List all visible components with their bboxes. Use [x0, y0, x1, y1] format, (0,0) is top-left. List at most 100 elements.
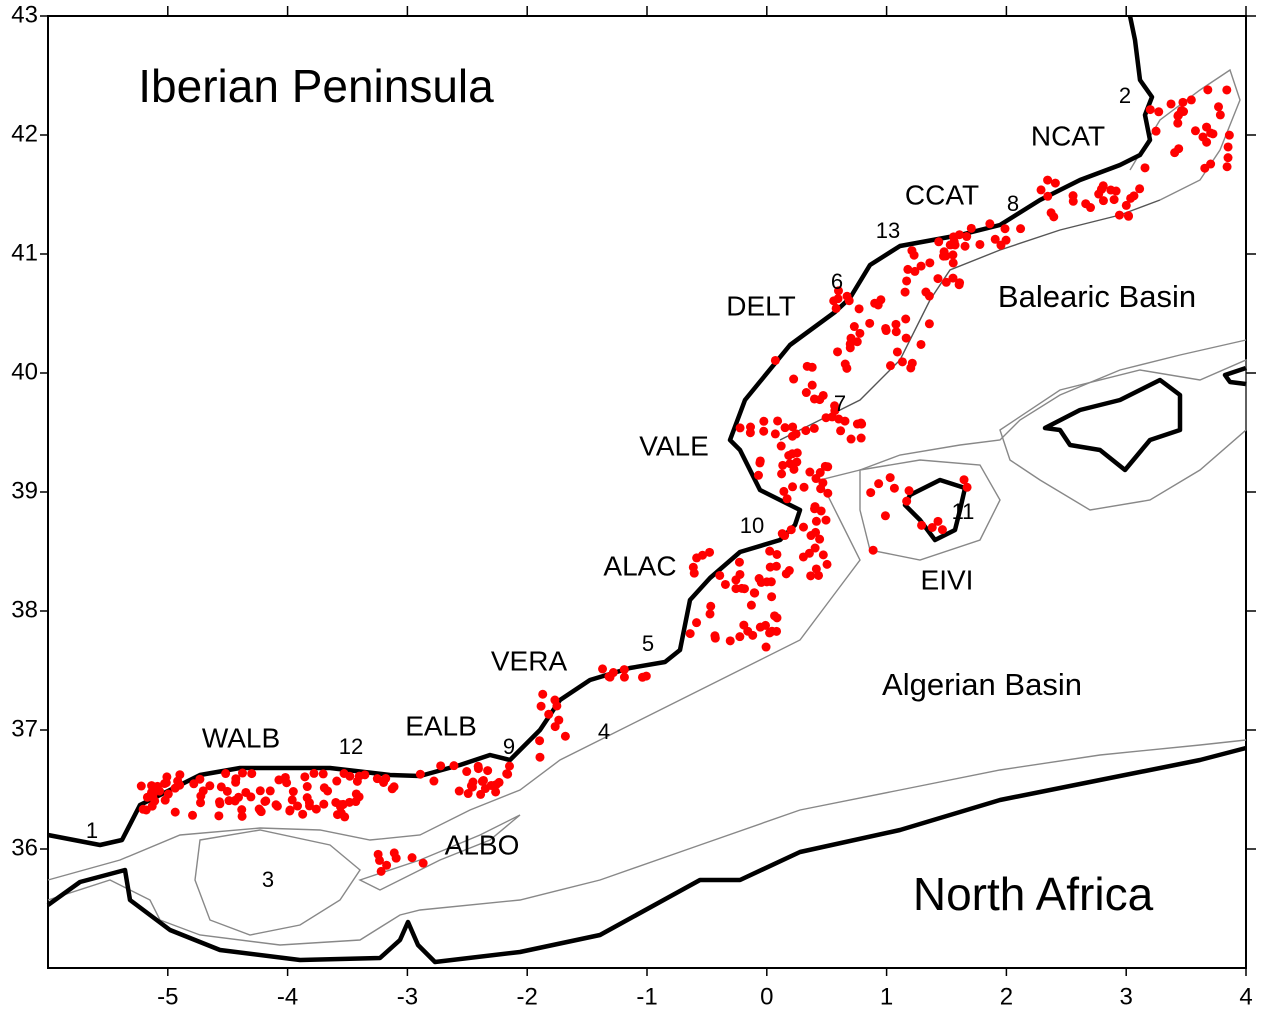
- station-dot: [792, 448, 802, 458]
- station-number: 4: [598, 719, 610, 744]
- station-dot: [810, 502, 820, 512]
- station-dot: [1016, 224, 1026, 234]
- station-dot: [215, 799, 225, 809]
- station-dot: [454, 786, 464, 796]
- station-dot: [948, 250, 958, 260]
- station-dot: [1154, 107, 1164, 117]
- station-dot: [852, 337, 862, 347]
- x-tick-label: 4: [1239, 983, 1252, 1010]
- station-dot: [637, 672, 647, 682]
- station-dot: [1223, 153, 1233, 163]
- station-dot: [241, 787, 251, 797]
- station-dot: [265, 786, 275, 796]
- station-dot: [818, 390, 828, 400]
- station-number: 10: [740, 513, 764, 538]
- station-dot: [772, 626, 782, 636]
- station-dot: [720, 579, 730, 589]
- station-dot: [892, 347, 902, 357]
- station-dot: [889, 483, 899, 493]
- station-dot: [256, 806, 266, 816]
- station-dot: [1215, 110, 1225, 120]
- station-dot: [247, 769, 257, 779]
- station-dot: [891, 319, 901, 329]
- station-dot: [374, 855, 384, 865]
- station-dot: [924, 319, 934, 329]
- station-dot: [801, 426, 811, 436]
- station-dot: [855, 328, 865, 338]
- station-dot: [772, 549, 782, 559]
- station-dot: [503, 769, 513, 779]
- station-dot: [147, 801, 157, 811]
- station-dot: [756, 577, 766, 587]
- station-dot: [788, 422, 798, 432]
- zone-label: EALB: [405, 710, 477, 741]
- y-tick-label: 43: [11, 1, 38, 28]
- station-dot: [336, 808, 346, 818]
- zone-label: VALE: [639, 430, 709, 461]
- station-dot: [874, 479, 884, 489]
- station-dot: [933, 516, 943, 526]
- station-dot: [886, 361, 896, 371]
- station-dot: [391, 853, 401, 863]
- station-dot: [959, 475, 969, 485]
- station-dot: [705, 547, 715, 557]
- station-dot: [725, 636, 735, 646]
- station-dot: [345, 797, 355, 807]
- station-dot: [901, 333, 911, 343]
- station-dot: [1050, 178, 1060, 188]
- station-dot: [1049, 212, 1059, 222]
- station-dot: [462, 767, 472, 777]
- station-dot: [535, 752, 545, 762]
- x-tick-label: 1: [880, 983, 893, 1010]
- station-dot: [1202, 122, 1212, 132]
- station-dot: [188, 810, 198, 820]
- station-dot: [692, 618, 702, 628]
- station-dot: [770, 429, 780, 439]
- station-dot: [753, 470, 763, 480]
- region-label: Balearic Basin: [998, 279, 1196, 314]
- station-dot: [901, 314, 911, 324]
- station-dot: [891, 327, 901, 337]
- station-dot: [710, 633, 720, 643]
- station-dot: [319, 799, 329, 809]
- station-dot: [536, 701, 546, 711]
- station-dot: [846, 434, 856, 444]
- station-dot: [449, 761, 459, 771]
- station-number: 6: [831, 269, 843, 294]
- station-dot: [1173, 118, 1183, 128]
- station-dot: [765, 546, 775, 556]
- station-dot: [780, 423, 790, 433]
- region-label: Iberian Peninsula: [138, 60, 494, 112]
- station-dot: [1097, 184, 1107, 194]
- station-dot: [1208, 129, 1218, 139]
- station-dot: [903, 264, 913, 274]
- station-dot: [876, 295, 886, 305]
- station-dot: [415, 769, 425, 779]
- station-dot: [833, 286, 843, 296]
- station-dot: [927, 522, 937, 532]
- station-dot: [934, 237, 944, 247]
- coastlines: [46, 15, 1247, 965]
- station-dot: [138, 804, 148, 814]
- station-dot: [608, 668, 618, 678]
- station-dot: [787, 431, 797, 441]
- zone-label: EIVI: [921, 564, 974, 595]
- station-dot: [221, 769, 231, 779]
- station-dot: [1151, 126, 1161, 136]
- station-dot: [1214, 102, 1224, 112]
- station-dot: [805, 467, 815, 477]
- station-number: 13: [876, 218, 900, 243]
- station-dot: [784, 450, 794, 460]
- x-tick-label: -4: [277, 983, 298, 1010]
- station-dot: [476, 789, 486, 799]
- station-number: 7: [834, 391, 846, 416]
- station-dot: [473, 761, 483, 771]
- station-dot: [1190, 126, 1200, 136]
- station-dot: [1111, 186, 1121, 196]
- station-dot: [806, 571, 816, 581]
- station-dot: [598, 664, 608, 674]
- station-dot: [770, 611, 780, 621]
- station-dot: [491, 780, 501, 790]
- station-dot: [1043, 175, 1053, 185]
- station-dot: [748, 630, 758, 640]
